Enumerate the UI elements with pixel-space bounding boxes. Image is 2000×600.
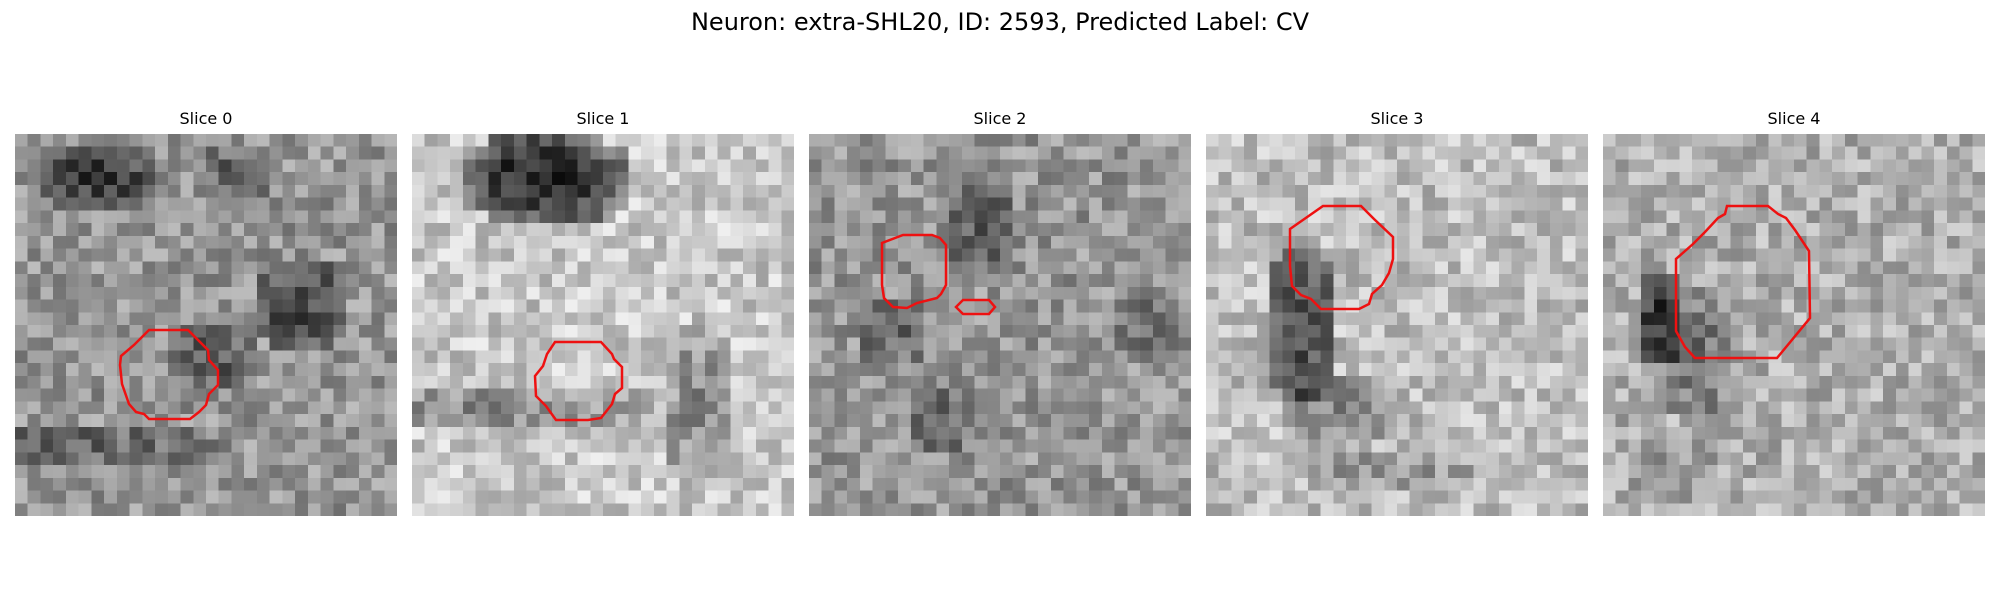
slice-title: Slice 3 [1370,109,1424,128]
roi-contour-overlay [118,328,220,421]
roi-contour [1288,204,1395,311]
roi-contour [533,340,624,422]
slice-panel-0: Slice 0 [15,108,397,516]
roi-contour-overlay [1288,204,1395,311]
grayscale-patch [15,134,397,516]
slice-image [15,134,397,516]
grayscale-patch [1206,134,1588,516]
roi-contour [1674,204,1812,360]
grayscale-patch [412,134,794,516]
slice-panel-2: Slice 2 [809,108,1191,516]
slice-panel-4: Slice 4 [1603,108,1985,516]
slice-title: Slice 2 [973,109,1027,128]
slice-title: Slice 4 [1767,109,1821,128]
roi-contour-overlay [880,233,997,316]
figure-title: Neuron: extra-SHL20, ID: 2593, Predicted… [690,8,1310,36]
slice-title: Slice 0 [179,109,233,128]
slice-panel-3: Slice 3 [1206,108,1588,516]
slice-image [1603,134,1985,516]
roi-contour [118,328,220,421]
roi-contour-overlay [533,340,624,422]
slice-image [1206,134,1588,516]
roi-contour [954,298,997,316]
grayscale-patch [1603,134,1985,516]
slice-title: Slice 1 [576,109,630,128]
grayscale-patch [809,134,1191,516]
slice-panel-1: Slice 1 [412,108,794,516]
slice-image [809,134,1191,516]
slice-image [412,134,794,516]
roi-contour [880,233,948,310]
roi-contour-overlay [1674,204,1812,360]
